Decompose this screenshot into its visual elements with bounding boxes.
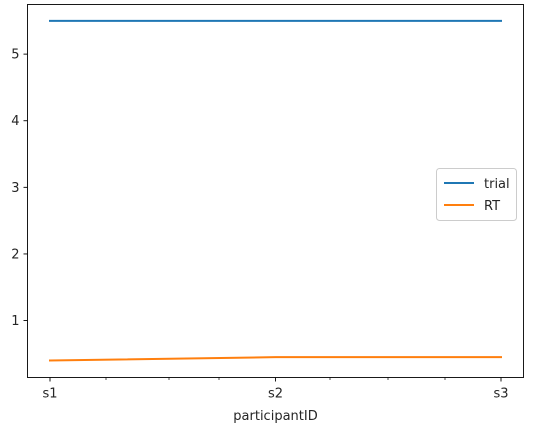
y-tick-label: 5 — [11, 48, 19, 63]
y-tick-label: 2 — [11, 247, 19, 262]
x-axis: s1 s2 s3 — [42, 377, 509, 402]
legend: trial RT — [436, 168, 517, 221]
legend-label-rt: RT — [484, 199, 500, 214]
y-tick-label: 3 — [11, 181, 19, 196]
x-tick-label: s3 — [493, 387, 508, 402]
legend-label-trial: trial — [484, 177, 510, 192]
y-tick-label: 4 — [11, 114, 19, 129]
y-tick-label: 1 — [11, 314, 19, 329]
x-tick-label: s1 — [42, 387, 57, 402]
y-axis: 1 2 3 4 5 — [11, 48, 28, 329]
series-line-rt — [48, 356, 502, 362]
legend-box — [436, 168, 517, 221]
x-tick-label: s2 — [268, 387, 283, 402]
x-axis-title: participantID — [233, 409, 317, 424]
series-group — [48, 19, 502, 362]
